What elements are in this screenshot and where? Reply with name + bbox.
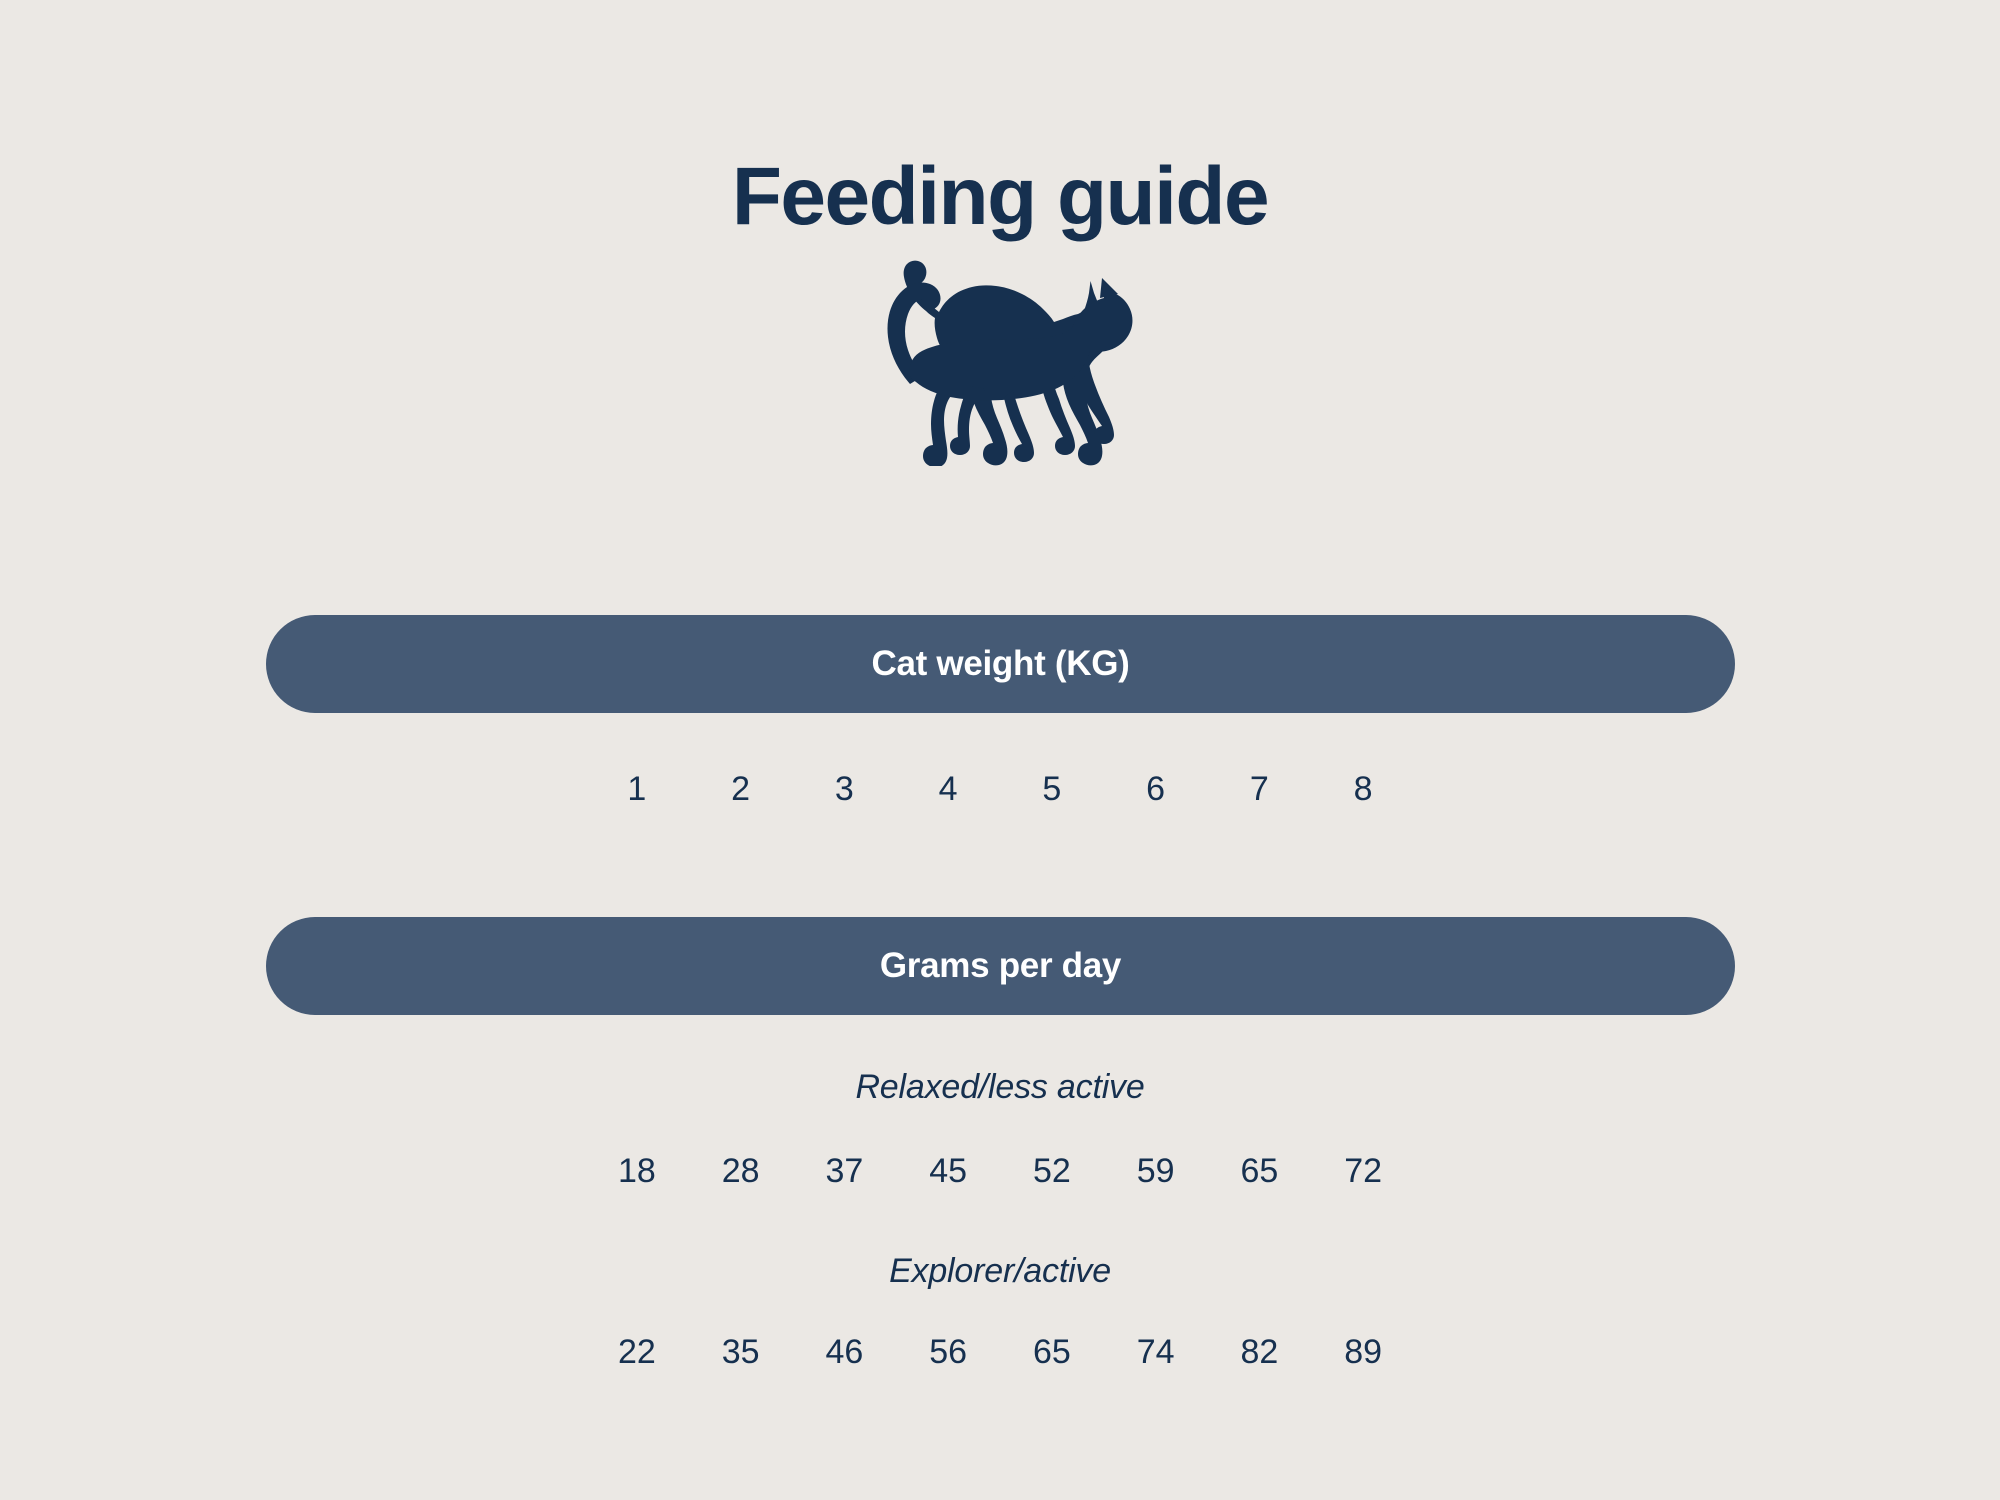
- weight-cell: 3: [834, 770, 854, 808]
- cat-silhouette-icon: [887, 260, 1133, 466]
- active-cell: 22: [617, 1333, 656, 1371]
- relaxed-cell: 52: [1032, 1152, 1071, 1190]
- weight-cell: 4: [938, 770, 958, 808]
- weight-cell: 2: [731, 770, 751, 808]
- weight-cell: 8: [1353, 770, 1373, 808]
- active-cell: 46: [825, 1333, 864, 1371]
- weight-cell: 1: [627, 770, 647, 808]
- relaxed-cell: 59: [1136, 1152, 1175, 1190]
- relaxed-cell: 28: [721, 1152, 760, 1190]
- relaxed-cell: 18: [617, 1152, 656, 1190]
- weight-cell: 6: [1146, 770, 1166, 808]
- active-cell: 82: [1240, 1333, 1279, 1371]
- weight-cell: 5: [1042, 770, 1062, 808]
- weight-values-row: 1 2 3 4 5 6 7 8: [585, 770, 1415, 809]
- relaxed-values-row: 18 28 37 45 52 59 65 72: [585, 1152, 1415, 1191]
- active-cell: 89: [1344, 1333, 1383, 1371]
- active-cell: 56: [929, 1333, 968, 1371]
- active-cell: 35: [721, 1333, 760, 1371]
- relaxed-cell: 37: [825, 1152, 864, 1190]
- cat-illustration: [0, 258, 2000, 466]
- activity-label-relaxed: Relaxed/less active: [855, 1068, 1145, 1106]
- active-cell: 65: [1032, 1333, 1071, 1371]
- activity-label-active: Explorer/active: [889, 1252, 1111, 1290]
- banner-grams-per-day: Grams per day: [266, 917, 1735, 1015]
- active-cell: 74: [1136, 1333, 1175, 1371]
- relaxed-cell: 45: [929, 1152, 968, 1190]
- relaxed-cell: 65: [1240, 1152, 1279, 1190]
- banner-cat-weight-label: Cat weight (KG): [871, 644, 1130, 683]
- relaxed-cell: 72: [1344, 1152, 1383, 1190]
- banner-grams-per-day-label: Grams per day: [879, 946, 1122, 985]
- weight-cell: 7: [1249, 770, 1269, 808]
- page-title: Feeding guide: [731, 150, 1270, 242]
- active-values-row: 22 35 46 56 65 74 82 89: [585, 1333, 1415, 1372]
- banner-cat-weight: Cat weight (KG): [266, 615, 1735, 713]
